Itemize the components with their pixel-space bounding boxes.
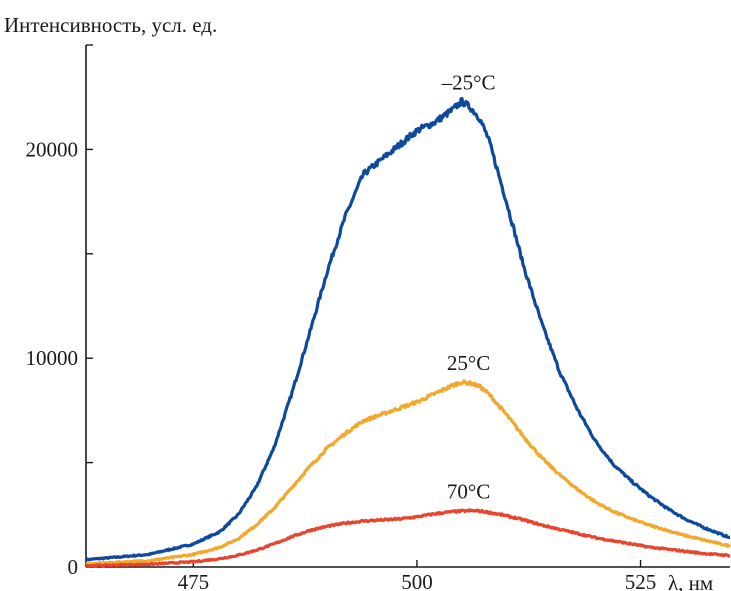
series-annotation: 70°C: [447, 480, 490, 504]
y-tick-label: 0: [68, 555, 79, 579]
x-tick-label: 475: [178, 570, 210, 591]
y-tick-label: 10000: [26, 346, 79, 370]
annotations: –25°C 25°C 70°C: [441, 70, 496, 503]
x-tick-label: 500: [401, 570, 433, 591]
series-line: [84, 96, 731, 562]
series-annotation: 25°C: [447, 351, 490, 375]
axes: 0 10000 20000 475 500 525: [26, 44, 730, 591]
x-axis-label: λ, нм: [668, 571, 713, 591]
y-tick-label: 20000: [26, 137, 79, 161]
series-annotation: –25°C: [441, 70, 496, 94]
series-line: [85, 379, 731, 567]
series-group: [84, 96, 731, 568]
x-tick-label: 525: [625, 570, 657, 591]
y-axis-label: Интенсивность, усл. ед.: [4, 13, 217, 37]
series-line: [85, 508, 731, 568]
